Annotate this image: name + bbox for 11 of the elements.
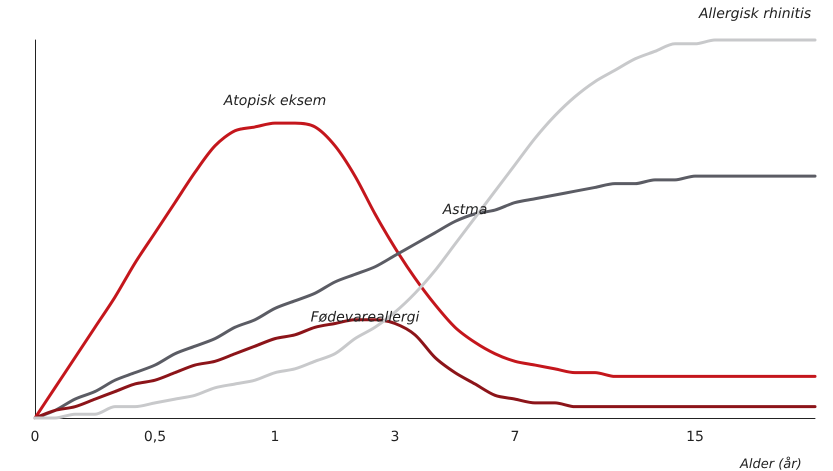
series-label: Astma bbox=[442, 202, 488, 218]
x-tick-label: 3 bbox=[390, 429, 400, 445]
series-label: Fødevareallergi bbox=[310, 310, 420, 326]
x-tick-label: 7 bbox=[510, 429, 520, 445]
series-label: Allergisk rhinitis bbox=[698, 6, 812, 22]
x-tick-label: 0 bbox=[30, 429, 40, 445]
x-tick-label: 15 bbox=[686, 429, 704, 445]
x-tick-label: 1 bbox=[270, 429, 280, 445]
x-tick-label: 0,5 bbox=[144, 429, 166, 445]
series-label: Atopisk eksem bbox=[222, 93, 326, 110]
x-axis-title: Alder (år) bbox=[739, 456, 802, 471]
